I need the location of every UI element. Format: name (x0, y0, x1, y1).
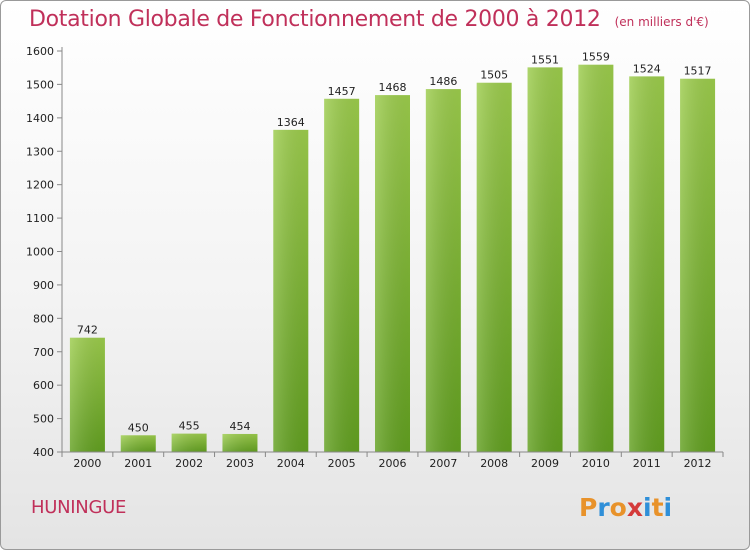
logo-letter: o (609, 493, 627, 522)
value-label-2004: 1364 (277, 116, 305, 129)
logo-letter: t (651, 493, 664, 522)
x-tick-label-2003: 2003 (226, 457, 254, 470)
bar-shine-2001 (120, 435, 156, 452)
logo-letter: P (579, 493, 598, 522)
y-tick-label: 800 (33, 312, 54, 325)
unit-label: (en milliers d'€) (614, 15, 709, 29)
bar-shine-2006 (375, 95, 410, 453)
bar-shine-2004 (273, 129, 309, 452)
commune-name: HUNINGUE (31, 497, 127, 518)
x-axis: 2000 2001 2002 2003 2004 2005 2006 2007 2008 2009… (61, 451, 724, 470)
x-tick-label-2010: 2010 (582, 457, 610, 470)
x-tick-label-2001: 2001 (124, 457, 152, 470)
x-tick-label-2012: 2012 (684, 457, 712, 470)
x-tick-label-2000: 2000 (73, 457, 101, 470)
bar-shine-2011 (629, 76, 665, 452)
value-label-2008: 1505 (480, 69, 508, 82)
bars-group: 742 450 455 454 1364 1457 1468 1486 1505 1551 1559… (69, 51, 716, 453)
logo-letter: x (626, 493, 643, 522)
y-tick-label: 1100 (26, 212, 54, 225)
proxiti-logo[interactable]: Proxiti (579, 493, 672, 522)
logo-letter: i (663, 493, 673, 522)
bar-shine-2009 (527, 67, 563, 452)
y-axis: 400 500 600 700 800 900 1000 1100 1200 1300 1400 15… (26, 45, 63, 459)
y-tick-label: 500 (33, 413, 54, 426)
bar-shine-2000 (69, 337, 105, 452)
bar-shine-2003 (222, 433, 258, 452)
x-tick-label-2008: 2008 (480, 457, 508, 470)
logo-letter: i (643, 493, 652, 522)
value-label-2005: 1457 (328, 85, 356, 98)
x-tick-label-2005: 2005 (328, 457, 356, 470)
bar-shine-2012 (680, 78, 716, 452)
x-tick-label-2004: 2004 (277, 457, 305, 470)
value-label-2006: 1468 (379, 81, 407, 94)
bar-shine-2010 (578, 64, 614, 452)
bar-shine-2008 (476, 82, 512, 452)
value-label-2011: 1524 (633, 62, 661, 75)
x-tick-label-2002: 2002 (175, 457, 203, 470)
y-tick-label: 1200 (26, 179, 54, 192)
y-tick-label: 1300 (26, 145, 54, 158)
value-label-2009: 1551 (531, 53, 559, 66)
y-tick-label: 1400 (26, 112, 54, 125)
bar-shine-2002 (171, 433, 207, 452)
y-tick-label: 900 (33, 279, 54, 292)
y-tick-label: 600 (33, 379, 54, 392)
value-label-2000: 742 (77, 324, 98, 337)
x-tick-label-2006: 2006 (379, 457, 407, 470)
y-tick-label: 1600 (26, 45, 54, 58)
chart-title: Dotation Globale de Fonctionnement de 20… (29, 7, 709, 32)
y-tick-label: 1000 (26, 246, 54, 259)
logo-letter: r (597, 493, 610, 522)
value-label-2010: 1559 (582, 51, 610, 64)
value-label-2003: 454 (229, 420, 250, 433)
bar-shine-2007 (425, 89, 461, 452)
value-label-2002: 455 (179, 420, 200, 433)
x-tick-label-2009: 2009 (531, 457, 559, 470)
x-tick-label-2011: 2011 (633, 457, 661, 470)
value-label-2007: 1486 (429, 75, 457, 88)
title-text: Dotation Globale de Fonctionnement de 20… (29, 7, 601, 32)
bar-shine-2005 (324, 98, 360, 453)
value-label-2012: 1517 (684, 65, 712, 78)
y-tick-label: 400 (33, 446, 54, 459)
value-label-2001: 450 (128, 421, 149, 434)
y-tick-label: 700 (33, 346, 54, 359)
x-tick-label-2007: 2007 (429, 457, 457, 470)
y-tick-label: 1500 (26, 78, 54, 91)
